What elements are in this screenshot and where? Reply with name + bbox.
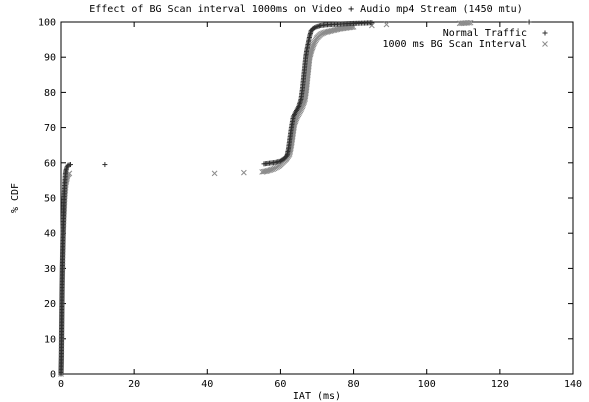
y-tick-label: 90 (44, 53, 56, 64)
plot-frame (60, 21, 574, 375)
x-tick-label: 120 (491, 379, 509, 390)
y-tick-label: 50 (44, 194, 56, 205)
y-tick-label: 10 (44, 334, 56, 345)
x-tick-label: 100 (418, 379, 436, 390)
series-1 (58, 19, 474, 377)
legend-label-bg-scan: 1000 ms BG Scan Interval (383, 39, 528, 50)
data-point (466, 19, 472, 26)
legend-marker-bg-scan (542, 41, 548, 47)
x-tick-label: 20 (128, 379, 140, 390)
data-point (68, 162, 74, 168)
data-point (241, 169, 247, 176)
data-point (383, 21, 390, 28)
y-tick-label: 80 (44, 88, 56, 99)
series-layer (58, 19, 532, 377)
data-point (369, 20, 375, 26)
legend-label-normal-traffic: Normal Traffic (443, 28, 527, 39)
y-tick-label: 40 (44, 229, 56, 240)
data-point (102, 162, 108, 168)
data-point (211, 170, 218, 177)
x-tick-label: 60 (274, 379, 286, 390)
chart-title: Effect of BG Scan interval 1000ms on Vid… (89, 4, 522, 15)
legend-markers (542, 30, 548, 47)
y-axis-label: % CDF (10, 183, 21, 213)
data-point (526, 19, 532, 25)
axes: 0 20 40 60 80 100 120 140 0 10 20 30 40 50 60 70 80 90 100 (38, 18, 582, 391)
y-tick-label: 100 (38, 18, 56, 29)
legend-marker-normal-traffic (542, 30, 548, 36)
legend: Normal Traffic 1000 ms BG Scan Interval (383, 28, 548, 50)
y-tick-label: 20 (44, 299, 56, 310)
y-tick-label: 70 (44, 123, 56, 134)
x-tick-label: 0 (58, 379, 64, 390)
data-point (467, 19, 474, 26)
x-axis-label: IAT (ms) (293, 391, 341, 402)
y-tick-label: 30 (44, 264, 56, 275)
x-tick-label: 140 (564, 379, 582, 390)
series-0 (58, 19, 532, 377)
y-tick-label: 60 (44, 158, 56, 169)
x-tick-label: 40 (201, 379, 213, 390)
x-tick-label: 80 (348, 379, 360, 390)
y-tick-label: 0 (50, 370, 56, 381)
